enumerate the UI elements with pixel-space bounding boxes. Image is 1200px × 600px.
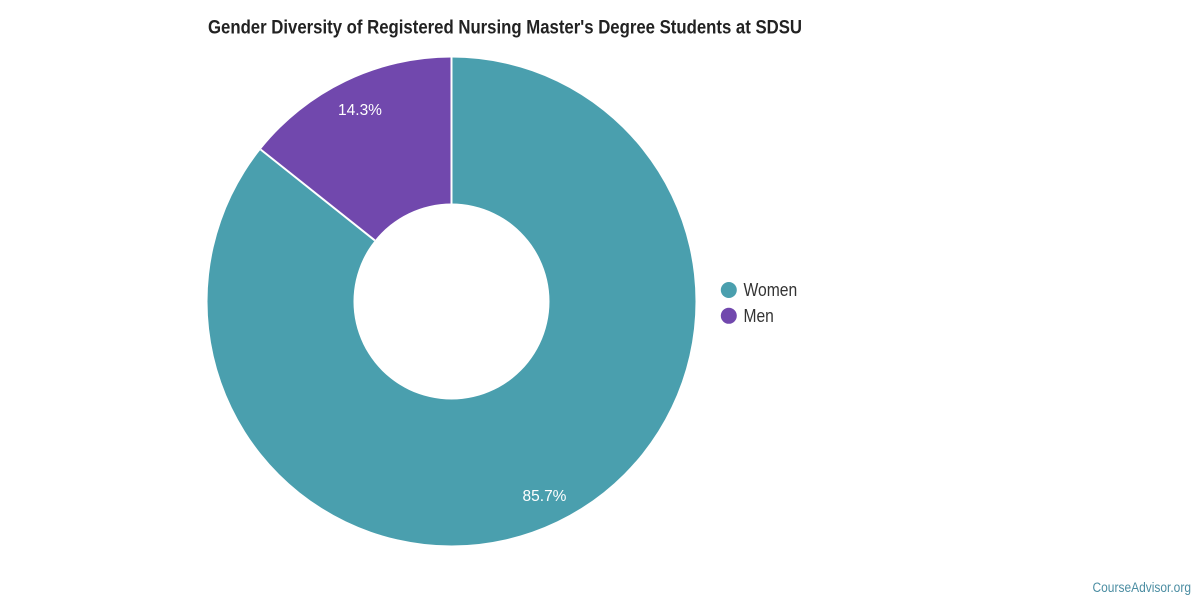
svg-text:Men: Men [744,306,774,326]
svg-text:Women: Women [744,280,798,300]
svg-text:85.7%: 85.7% [523,488,567,505]
svg-text:CourseAdvisor.org: CourseAdvisor.org [1093,580,1192,595]
svg-text:14.3%: 14.3% [338,102,382,119]
svg-text:Gender Diversity of Registered: Gender Diversity of Registered Nursing M… [208,17,802,39]
